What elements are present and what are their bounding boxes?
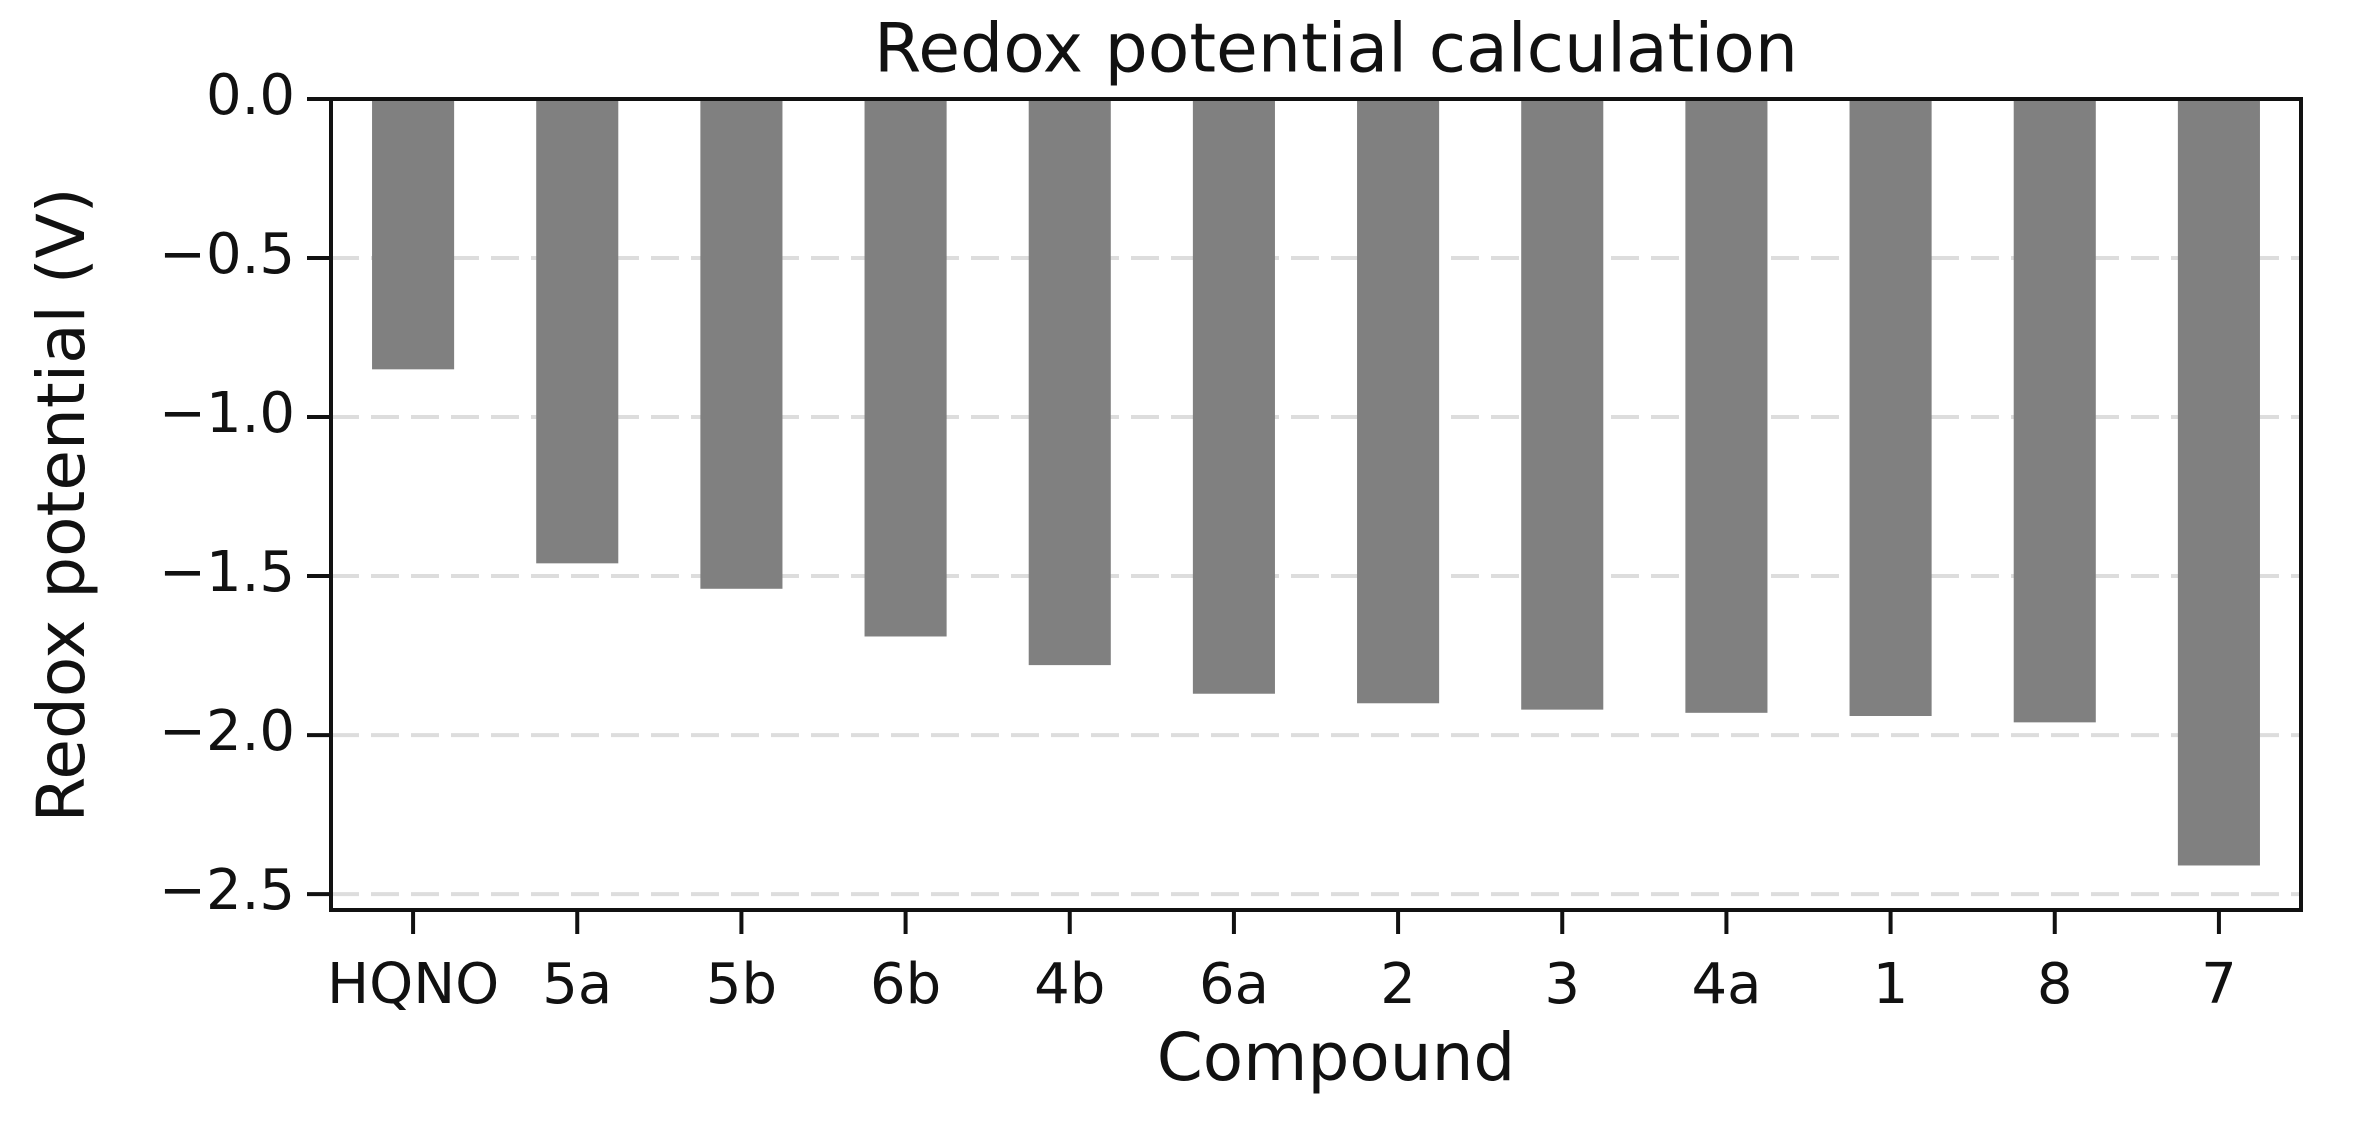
x-axis-label: Compound (1157, 1019, 1516, 1096)
x-tick-label: 4a (1691, 952, 1761, 1017)
bar (700, 99, 783, 589)
bar (1849, 99, 1932, 716)
x-tick-label: 6b (870, 952, 941, 1017)
y-tick-label: −2.0 (159, 699, 295, 764)
x-tick-label: 5b (706, 952, 777, 1017)
x-tick-label: 7 (2201, 952, 2237, 1017)
y-tick-label: −1.5 (159, 540, 295, 605)
bar (2013, 99, 2096, 723)
y-tick-label: −0.5 (159, 222, 295, 287)
bar (864, 99, 947, 637)
x-tick-label: 3 (1544, 952, 1580, 1017)
y-tick-label: −1.0 (159, 381, 295, 446)
bar (1192, 99, 1275, 694)
x-tick-label: 1 (1873, 952, 1909, 1017)
y-axis-label: Redox potential (V) (23, 188, 100, 823)
x-tick-label: 5a (542, 952, 612, 1017)
x-tick-label: 4b (1034, 952, 1105, 1017)
bar (372, 99, 455, 370)
plot-frame (329, 97, 2303, 912)
x-tick-label: HQNO (327, 952, 499, 1017)
bar (1685, 99, 1768, 713)
bar (2177, 99, 2260, 866)
y-tick-label: 0.0 (206, 63, 295, 128)
bar (1521, 99, 1604, 710)
chart-title: Redox potential calculation (874, 10, 1798, 89)
x-tick-label: 8 (2037, 952, 2073, 1017)
bar (1357, 99, 1440, 704)
y-tick-label: −2.5 (159, 858, 295, 923)
x-tick-label: 6a (1199, 952, 1269, 1017)
x-tick-label: 2 (1380, 952, 1416, 1017)
bar (1028, 99, 1111, 666)
bar (536, 99, 619, 564)
